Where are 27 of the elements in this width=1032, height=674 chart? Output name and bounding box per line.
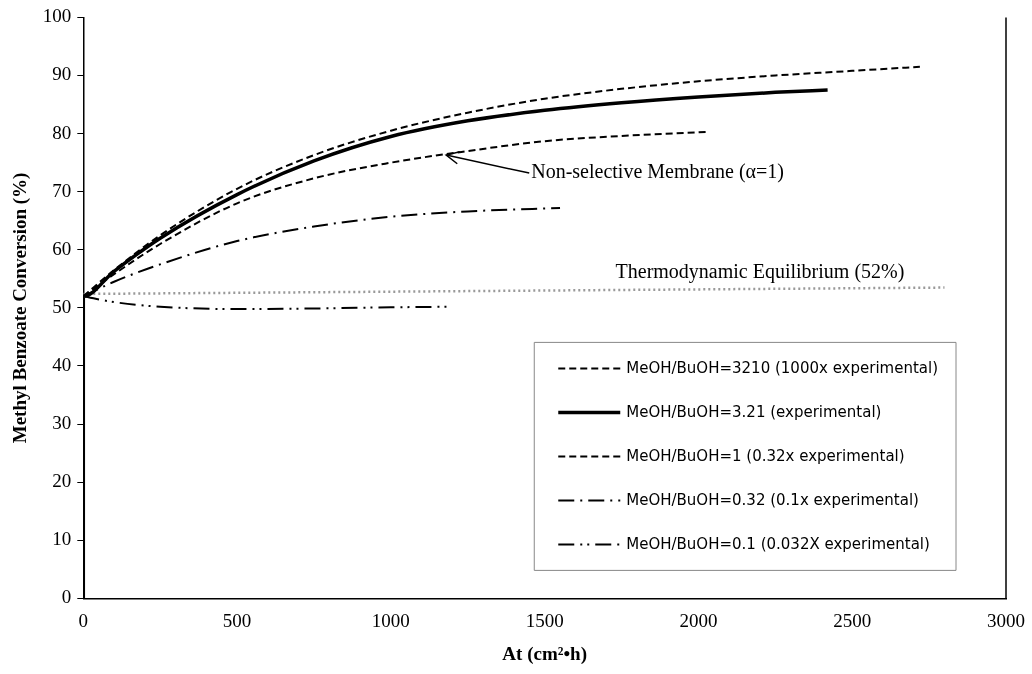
y-tick-label: 90 [52, 63, 72, 85]
annotation: Non-selective Membrane (α=1) [531, 160, 785, 184]
x-tick-label: 1500 [525, 609, 564, 631]
x-tick-label: 0 [78, 609, 89, 631]
y-tick-label: 0 [61, 586, 72, 608]
y-tick-label: 70 [52, 179, 72, 201]
x-tick-label: 3000 [987, 609, 1025, 631]
y-tick-label: 30 [52, 412, 72, 434]
y-tick-label: 10 [52, 528, 72, 550]
annotation: Thermodynamic Equilibrium (52%) [615, 259, 905, 283]
x-tick-label: 2500 [833, 609, 872, 631]
legend-label: MeOH/BuOH=3.21 (experimental) [626, 403, 882, 422]
y-tick-label: 20 [52, 470, 72, 492]
y-axis-title: Methyl Benzoate Conversion (%) [9, 172, 32, 444]
x-tick-label: 1000 [371, 609, 410, 631]
y-tick-label: 60 [52, 237, 72, 259]
legend-label: MeOH/BuOH=0.32 (0.1x experimental) [626, 491, 919, 510]
legend-label: MeOH/BuOH=1 (0.32x experimental) [626, 447, 905, 466]
y-tick-label: 50 [52, 295, 72, 317]
y-tick-label: 40 [52, 353, 72, 375]
x-tick-label: 500 [222, 609, 252, 631]
y-tick-label: 100 [42, 5, 72, 27]
legend-label: MeOH/BuOH=0.1 (0.032X experimental) [626, 535, 930, 554]
legend-label: MeOH/BuOH=3210 (1000x experimental) [626, 359, 939, 378]
y-tick-label: 80 [52, 121, 72, 143]
x-axis-title: At (cm²•h) [502, 642, 587, 665]
x-tick-label: 2000 [679, 609, 718, 631]
